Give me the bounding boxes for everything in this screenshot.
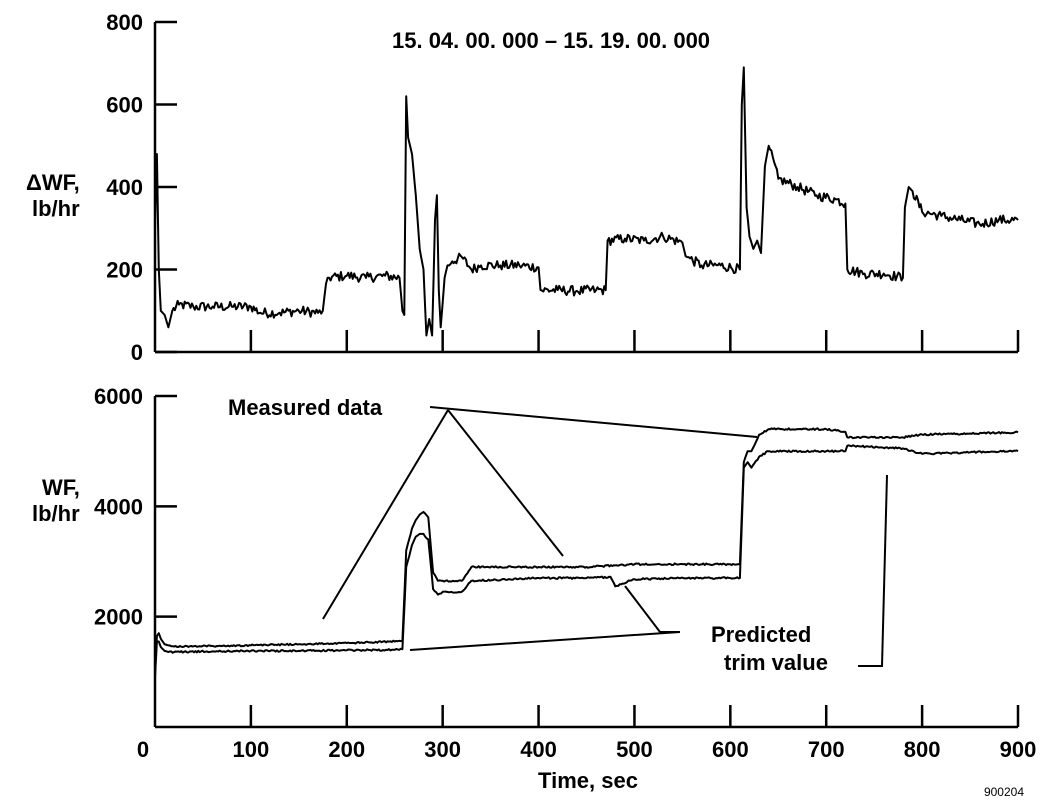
top-series-line-0 [154,66,1019,337]
annotation-predicted-line1: Predicted [711,622,811,647]
bottom-x-tick-label: 900 [1000,737,1037,762]
bottom-x-tick-label: 600 [712,737,749,762]
top-y-tick-label: 200 [106,258,143,283]
measured-leader-3 [429,406,758,438]
annotation-leaders [322,406,888,667]
bottom-y-tick-label: 6000 [94,384,143,409]
top-y-tick-label: 800 [106,10,143,35]
bottom-y-ticks: 2000 4000 6000 [94,384,177,630]
top-y-tick-label: 400 [106,175,143,200]
bottom-y-tick-label: 4000 [94,494,143,519]
annotation-predicted-line2: trim value [724,650,828,675]
top-y-axis-label-line1: ΔWF, [26,170,80,195]
predicted-leader-1 [409,631,681,651]
bottom-x-tick-label: 100 [233,737,270,762]
top-series [154,66,1019,337]
bottom-x-tick-label: 200 [328,737,365,762]
bottom-x-tick-label: 500 [616,737,653,762]
bottom-y-tick-label: 2000 [94,605,143,630]
bottom-x-tick-label: 0 [137,737,149,762]
figure-id: 900204 [984,785,1024,799]
bottom-y-axis-label-line1: WF, [42,475,80,500]
bottom-x-tick-label: 800 [904,737,941,762]
bottom-chart: 2000 4000 6000 0 100 200 300 400 500 600 700 800 90… [32,384,1036,793]
top-y-axis-label-line2: lb/hr [32,196,80,221]
measured-leader-2 [447,409,564,557]
x-axis-label: Time, sec [538,768,638,793]
bottom-x-ticks: 0 100 200 300 400 500 600 700 800 900 [137,705,1036,762]
bottom-y-axis-label-line2: lb/hr [32,501,80,526]
bottom-series-line-1 [154,444,1019,678]
top-chart-title: 15. 04. 00. 000 – 15. 19. 00. 000 [392,28,710,53]
bottom-x-tick-label: 400 [520,737,557,762]
top-chart: 0 200 400 600 800 15. 04. 00. 000 – 15. 19. … [26,10,1020,365]
bottom-series-line-0 [154,427,1019,672]
bottom-series [154,427,1019,678]
predicted-leader-2 [624,585,680,633]
predicted-leader-3 [858,474,888,667]
top-x-ticks [249,330,1020,352]
annotation-measured-data: Measured data [228,395,383,420]
measured-leader-1 [322,409,449,620]
top-y-tick-label: 600 [106,93,143,118]
bottom-x-tick-label: 300 [424,737,461,762]
top-y-tick-label: 0 [131,340,143,365]
bottom-x-tick-label: 700 [808,737,845,762]
top-y-ticks: 0 200 400 600 800 [106,10,177,365]
